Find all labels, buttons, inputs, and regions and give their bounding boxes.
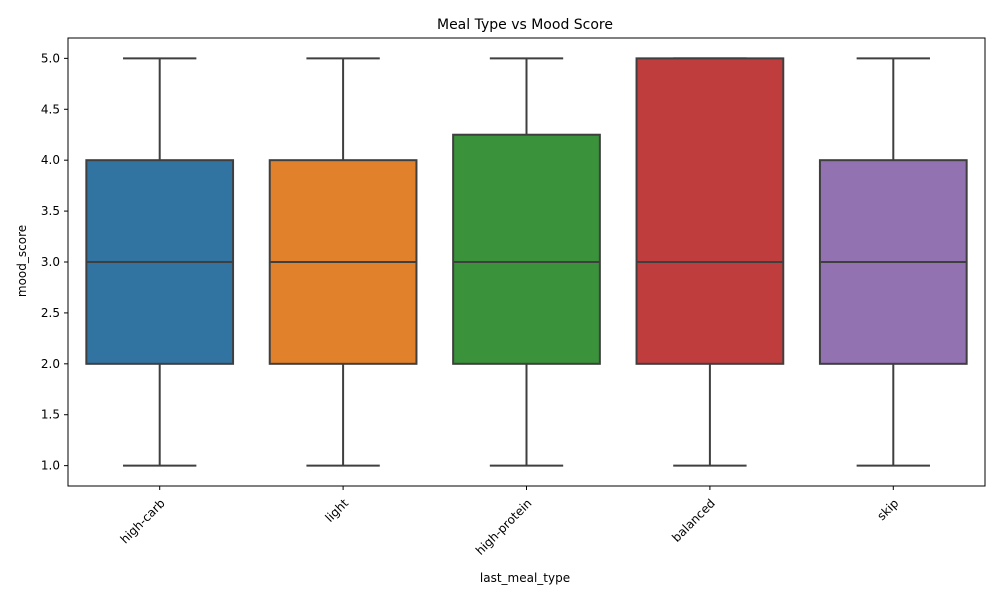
plot-area: 1.0 1.5 2.0 2.5 3.0 3.5 4.0 4.5 5.0 high-carb ligh… (41, 37, 986, 558)
x-tick-label: high-protein (473, 496, 535, 558)
y-tick-label: 3.5 (41, 204, 60, 218)
x-tick-label: high-carb (118, 496, 168, 546)
y-tick-label: 1.0 (41, 459, 60, 473)
y-tick-label: 1.5 (41, 408, 60, 422)
y-tick-label: 4.5 (41, 102, 60, 116)
y-axis-title: mood_score (15, 225, 29, 297)
y-tick-label: 5.0 (41, 51, 60, 65)
x-tick-label: light (322, 496, 351, 525)
chart-title: Meal Type vs Mood Score (437, 17, 613, 33)
x-tick-label: balanced (669, 496, 718, 545)
y-tick-label: 4.0 (41, 153, 60, 167)
x-tick-label: skip (874, 496, 901, 523)
box-high-protein (452, 133, 601, 365)
box-balanced (635, 57, 785, 365)
y-tick-label: 2.0 (41, 357, 60, 371)
x-axis-title: last_meal_type (480, 571, 570, 585)
y-tick-label: 3.0 (41, 255, 60, 269)
y-tick-label: 2.5 (41, 306, 60, 320)
